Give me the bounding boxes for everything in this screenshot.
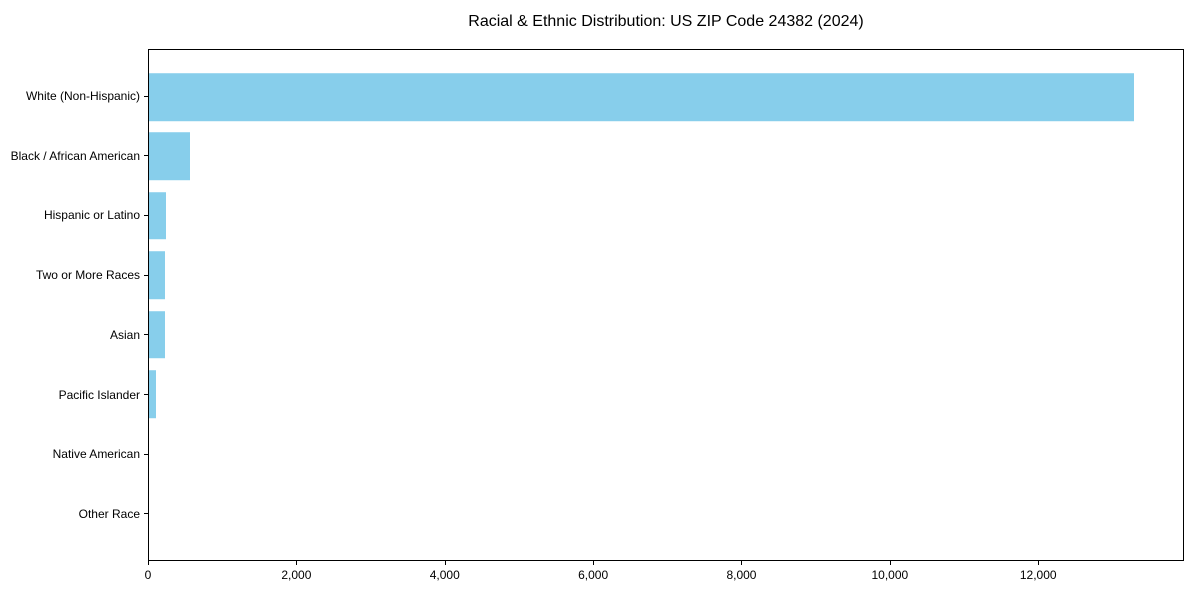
bar-asian — [149, 310, 165, 359]
y-axis-label-asian: Asian — [109, 327, 140, 342]
y-axis-labels: White (Non-Hispanic) Black / African Amer… — [0, 49, 140, 561]
x-axis-tick-label: 4,000 — [429, 568, 460, 582]
y-axis-label-black-african-american: Black / African American — [10, 148, 140, 163]
y-tick-mark — [144, 334, 148, 336]
y-axis-label-white-non-hispanic: White (Non-Hispanic) — [25, 89, 140, 104]
x-axis-tick-label: 8,000 — [726, 568, 757, 582]
x-tick-mark — [593, 561, 595, 565]
y-axis-label-native-american: Native American — [52, 447, 140, 462]
bar-pacific-islander — [149, 370, 157, 418]
y-tick-mark — [144, 394, 148, 395]
x-tick-mark — [444, 561, 446, 565]
y-tick-mark — [144, 274, 148, 276]
y-tick-mark — [144, 453, 148, 455]
y-axis-label-other-race: Other Race — [78, 506, 140, 521]
y-axis-tick-marks — [144, 49, 148, 561]
x-tick-mark — [741, 561, 743, 565]
x-tick-mark — [889, 561, 891, 565]
y-tick-mark — [144, 513, 148, 515]
x-axis: 0 2,000 4,000 6,000 8,000 10,000 12,000 — [144, 561, 1184, 591]
y-tick-mark — [144, 155, 148, 157]
bar-hispanic-or-latino — [149, 192, 167, 240]
x-axis-tick-label: 0 — [144, 568, 152, 582]
plot-area — [148, 49, 1184, 561]
x-tick-mark — [148, 561, 149, 565]
bar-two-or-more-races — [149, 251, 165, 300]
x-tick-mark — [1038, 561, 1040, 565]
bar-black-african-american — [149, 132, 191, 181]
x-axis-tick-label: 2,000 — [281, 568, 312, 582]
x-tick-mark — [296, 561, 298, 565]
x-axis-tick-label: 6,000 — [578, 568, 609, 582]
y-axis-label-two-or-more-races: Two or More Races — [35, 268, 140, 283]
y-axis-label-pacific-islander: Pacific Islander — [58, 387, 140, 402]
x-axis-tick-label: 10,000 — [871, 568, 909, 582]
chart-title: Racial & Ethnic Distribution: US ZIP Cod… — [468, 13, 864, 30]
y-axis-label-hispanic-or-latino: Hispanic or Latino — [43, 208, 140, 223]
y-tick-mark — [144, 95, 148, 97]
x-axis-tick-label: 12,000 — [1019, 568, 1057, 582]
bar-white-non-hispanic — [149, 73, 1134, 121]
y-tick-mark — [144, 214, 148, 216]
